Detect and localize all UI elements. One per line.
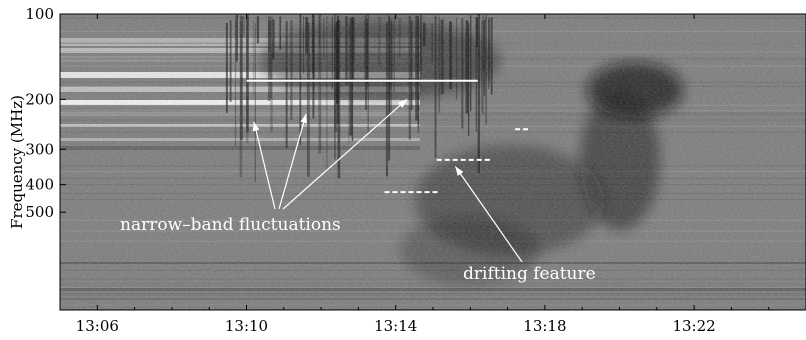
y-axis-title: Frequency (MHz) — [8, 95, 26, 229]
x-tick-label: 13:06 — [76, 317, 119, 335]
y-tick-label: 300 — [25, 140, 54, 158]
y-tick-label: 400 — [25, 176, 54, 194]
spectrogram-noise — [60, 14, 806, 310]
x-tick-label: 13:22 — [672, 317, 715, 335]
spectrogram-plot-area — [60, 14, 806, 310]
x-tick-label: 13:18 — [523, 317, 566, 335]
x-tick-label: 13:14 — [374, 317, 417, 335]
y-tick-label: 200 — [25, 90, 54, 108]
x-tick-label: 13:10 — [225, 317, 268, 335]
y-tick-label: 100 — [25, 5, 54, 23]
y-tick-label: 500 — [25, 203, 54, 221]
drifting-feature-label: drifting feature — [463, 264, 596, 284]
narrow-band-label: narrow–band fluctuations — [120, 215, 341, 235]
